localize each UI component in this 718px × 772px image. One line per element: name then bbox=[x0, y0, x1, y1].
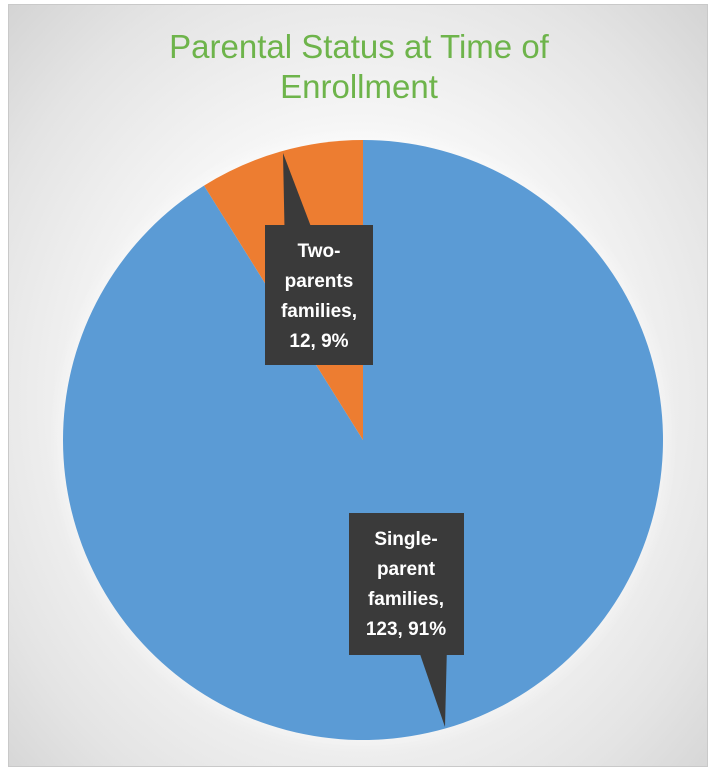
data-label-line: parents bbox=[285, 271, 354, 292]
chart-area: Parental Status at Time of Enrollment Si… bbox=[8, 4, 708, 767]
data-label-line: Single- bbox=[374, 529, 437, 550]
data-label-single-parent: Single-parent families, 123, 91% bbox=[349, 513, 464, 727]
data-label-line: families, bbox=[281, 301, 357, 322]
pie-chart: Single-parent families, 123, 91% Two-parent… bbox=[49, 126, 677, 754]
callout-box bbox=[265, 225, 373, 365]
callout-box bbox=[349, 513, 464, 655]
data-label-line: 12, 9% bbox=[289, 331, 348, 352]
chart-title: Parental Status at Time of Enrollment bbox=[169, 28, 549, 105]
data-label-line: families, bbox=[368, 589, 444, 610]
data-label-line: parent bbox=[377, 559, 436, 580]
data-label-line: Two- bbox=[298, 241, 341, 262]
data-label-two-parents: Two-parents families, 12, 9% bbox=[265, 153, 373, 365]
pie-slice-single-parent bbox=[62, 140, 663, 740]
callout-pointer bbox=[420, 655, 447, 727]
data-label-line: 123, 91% bbox=[366, 619, 446, 640]
callout-pointer bbox=[283, 153, 311, 225]
